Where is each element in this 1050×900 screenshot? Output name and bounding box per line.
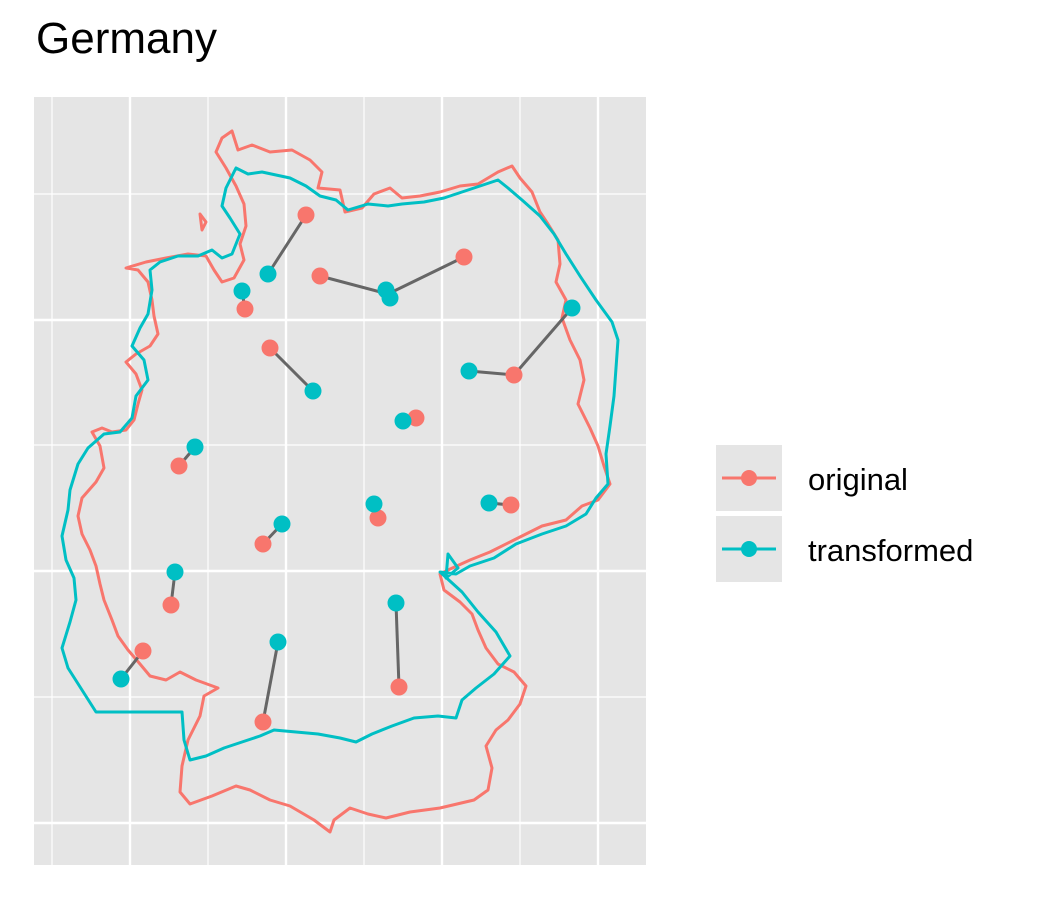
transformed-point — [563, 299, 581, 317]
displacement-segment — [394, 602, 401, 688]
chart-title: Germany — [36, 14, 217, 63]
data-points — [112, 206, 581, 731]
original-point — [297, 206, 315, 224]
original-point — [170, 457, 188, 475]
legend-label-original: original — [808, 462, 908, 497]
transformed-point — [259, 265, 277, 283]
original-point — [311, 267, 329, 285]
displacement-segment — [512, 307, 574, 376]
legend-dot-transformed — [741, 541, 757, 557]
transformed-point — [394, 412, 412, 430]
original-point — [455, 248, 473, 266]
legend: original transformed — [716, 445, 973, 582]
displacement-segment — [387, 255, 465, 296]
displacement-segment — [319, 274, 389, 296]
plot-panel — [34, 97, 646, 865]
transformed-point — [304, 382, 322, 400]
original-point — [505, 366, 523, 384]
transformed-point — [186, 438, 204, 456]
transformed-point — [112, 670, 130, 688]
original-point — [254, 713, 272, 731]
transformed-point — [365, 495, 383, 513]
transformed-point — [387, 594, 405, 612]
transformed-point — [233, 282, 251, 300]
original-point — [502, 496, 520, 514]
legend-label-transformed: transformed — [808, 533, 973, 568]
displacement-segment — [261, 641, 280, 723]
transformed-point — [269, 633, 287, 651]
transformed-point — [273, 515, 291, 533]
original-point — [254, 535, 272, 553]
transformed-point — [480, 494, 498, 512]
original-point — [390, 678, 408, 696]
legend-dot-original — [741, 470, 757, 486]
original-point — [261, 339, 279, 357]
transformed-point — [377, 281, 395, 299]
original-point — [407, 409, 425, 427]
germany-outline-transformed — [60, 166, 620, 762]
original-point — [369, 509, 387, 527]
transformed-point — [460, 362, 478, 380]
displacement-segment — [268, 346, 315, 393]
grid-lines — [34, 97, 646, 865]
original-point — [162, 596, 180, 614]
original-point — [236, 300, 254, 318]
displacement-segment — [266, 214, 308, 275]
original-point — [134, 642, 152, 660]
transformed-point — [166, 563, 184, 581]
